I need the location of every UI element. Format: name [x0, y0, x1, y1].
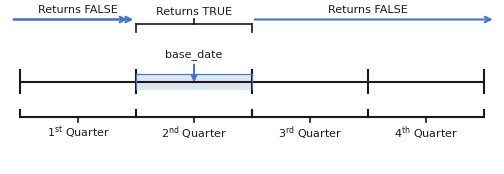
- Text: base_date: base_date: [165, 49, 223, 60]
- Text: Returns TRUE: Returns TRUE: [156, 7, 232, 17]
- Text: $3^{\mathregular{rd}}$ Quarter: $3^{\mathregular{rd}}$ Quarter: [278, 125, 342, 142]
- Text: $4^{\mathregular{th}}$ Quarter: $4^{\mathregular{th}}$ Quarter: [394, 125, 458, 142]
- Text: Returns FALSE: Returns FALSE: [328, 5, 408, 14]
- Text: Returns FALSE: Returns FALSE: [38, 5, 118, 14]
- Text: $1^{\mathregular{st}}$ Quarter: $1^{\mathregular{st}}$ Quarter: [46, 125, 110, 141]
- Text: $2^{\mathregular{nd}}$ Quarter: $2^{\mathregular{nd}}$ Quarter: [161, 125, 227, 142]
